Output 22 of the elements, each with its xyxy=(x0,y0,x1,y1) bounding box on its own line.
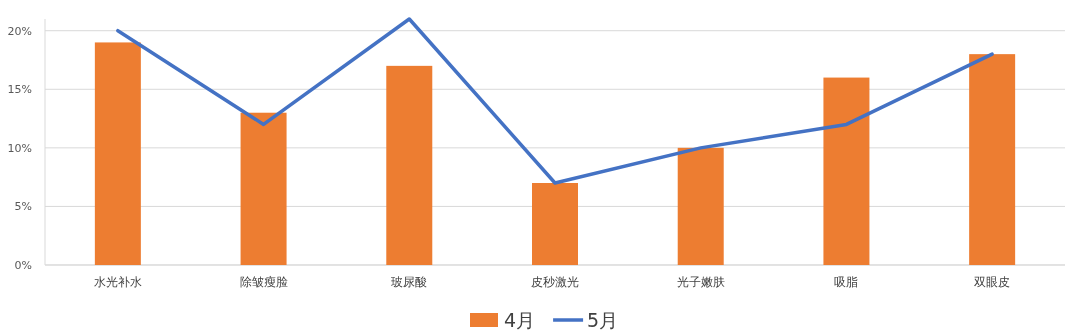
y-tick-label: 5% xyxy=(14,200,32,214)
x-tick-label: 水光补水 xyxy=(93,275,142,289)
x-tick-label: 玻尿酸 xyxy=(391,275,428,289)
y-tick-label: 10% xyxy=(7,141,32,155)
y-tick-label: 15% xyxy=(7,83,32,97)
x-tick-label: 皮秒激光 xyxy=(531,275,579,289)
legend-label: 4月 xyxy=(504,309,536,331)
bar xyxy=(969,54,1016,265)
x-tick-label: 除皱瘦脸 xyxy=(239,275,288,289)
y-tick-label: 0% xyxy=(14,259,32,272)
y-tick-label: 20% xyxy=(7,24,32,38)
x-tick-label: 吸脂 xyxy=(834,275,859,289)
bar xyxy=(386,65,433,265)
bar xyxy=(823,77,870,265)
line-series xyxy=(116,17,994,185)
bar xyxy=(94,42,141,265)
bar xyxy=(240,112,287,265)
x-tick-label: 双眼皮 xyxy=(974,275,1011,289)
bar xyxy=(677,147,724,265)
bar xyxy=(532,183,578,265)
legend-label: 5月 xyxy=(587,309,619,331)
x-tick-label: 光子嫩肤 xyxy=(676,275,725,289)
